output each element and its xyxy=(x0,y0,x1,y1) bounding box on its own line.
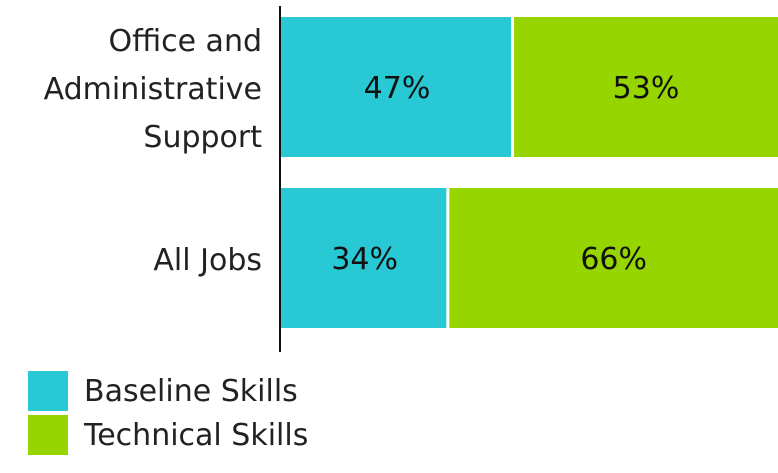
legend-swatch-baseline xyxy=(28,371,68,411)
legend-label-baseline: Baseline Skills xyxy=(84,373,298,409)
legend-item-baseline: Baseline Skills xyxy=(28,371,308,411)
legend-swatch-technical xyxy=(28,415,68,455)
bar-technical-0 xyxy=(514,17,778,157)
bar-baseline-0 xyxy=(280,17,512,157)
legend: Baseline Skills Technical Skills xyxy=(28,371,309,461)
bar-technical-1 xyxy=(449,188,778,328)
bar-value-label: 53% xyxy=(613,71,680,106)
bar-value-label: 66% xyxy=(580,242,647,277)
bar-value-label: 47% xyxy=(364,71,431,106)
bar-baseline-1 xyxy=(280,188,447,328)
legend-label-technical: Technical Skills xyxy=(84,417,309,453)
category-label: Office and Administrative Support xyxy=(44,24,263,155)
category-label: All Jobs xyxy=(153,243,262,278)
bar-value-label: 34% xyxy=(331,242,398,277)
legend-item-technical: Technical Skills xyxy=(28,415,309,455)
